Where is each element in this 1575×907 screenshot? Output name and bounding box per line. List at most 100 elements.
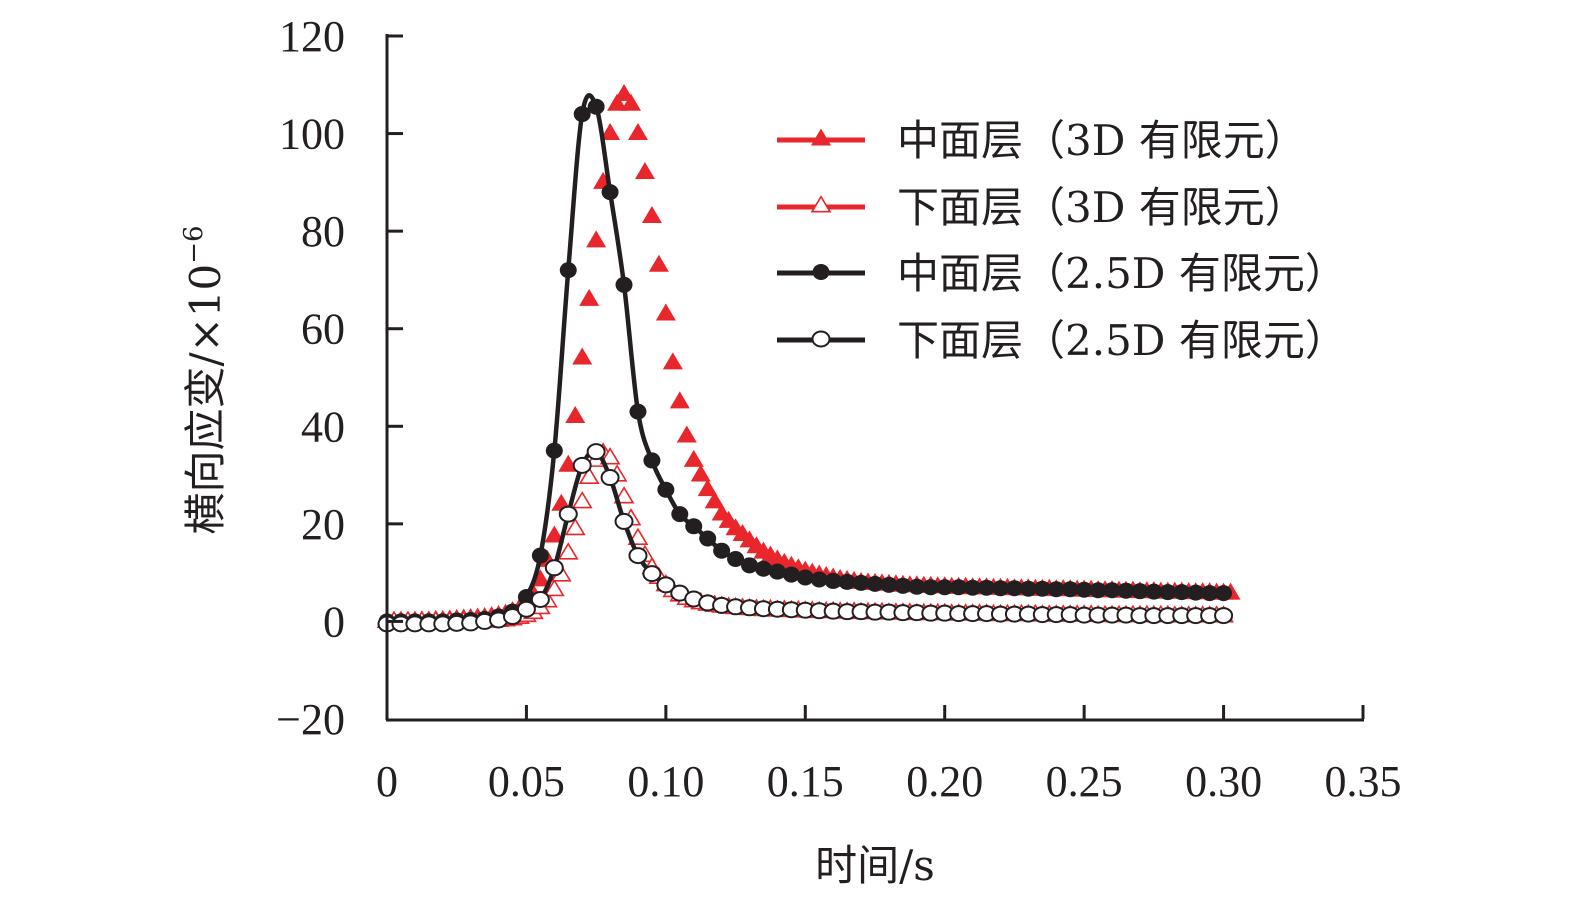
y-tick-label: 0 — [323, 597, 345, 646]
data-point — [662, 352, 683, 370]
data-point — [642, 565, 662, 583]
data-point — [564, 517, 586, 536]
data-point — [1215, 585, 1233, 602]
data-point — [685, 518, 703, 535]
data-point — [699, 530, 717, 547]
legend-item: 中面层（3D 有限元） — [777, 116, 1307, 165]
y-ticks: −20 0 20 40 60 80 100 120 — [276, 12, 403, 744]
data-point — [629, 403, 647, 420]
x-tick-label: 0.25 — [1046, 757, 1123, 806]
data-point — [1089, 582, 1107, 599]
data-point — [1005, 580, 1023, 597]
data-point — [600, 469, 620, 487]
data-point — [601, 184, 619, 201]
data-point — [676, 425, 697, 443]
data-point — [824, 572, 842, 589]
series-1 — [376, 442, 1234, 628]
data-point — [796, 569, 814, 586]
data-point — [627, 123, 648, 141]
x-tick-label: 0 — [376, 757, 398, 806]
data-point — [704, 491, 725, 509]
x-ticks: 0 0.05 0.10 0.15 0.20 0.25 0.30 0.35 — [376, 705, 1402, 806]
y-axis-title-text: 横向应变/×10 — [181, 264, 230, 535]
data-point — [530, 590, 550, 608]
data-point — [565, 405, 586, 423]
data-point — [599, 447, 621, 465]
data-point — [657, 481, 675, 498]
data-point — [600, 123, 621, 141]
data-point — [587, 98, 605, 115]
x-tick-label: 0.05 — [488, 757, 565, 806]
legend-label: 下面层（3D 有限元） — [897, 183, 1307, 232]
legend-marker — [810, 195, 832, 213]
data-point — [1061, 581, 1079, 598]
y-tick-label: 20 — [301, 500, 345, 549]
x-tick-label: 0.30 — [1185, 757, 1262, 806]
data-point — [978, 579, 996, 596]
plot-area — [376, 84, 1241, 633]
y-tick-label: 40 — [301, 402, 345, 451]
data-point — [586, 443, 606, 461]
data-point — [1145, 583, 1163, 600]
series-layer — [376, 84, 1241, 633]
data-point — [741, 557, 759, 574]
data-point — [614, 512, 634, 530]
data-point — [614, 84, 635, 102]
data-point — [727, 550, 745, 567]
y-tick-label: −20 — [276, 695, 345, 744]
data-point — [621, 93, 641, 111]
legend-item: 中面层（2.5D 有限元） — [777, 249, 1347, 298]
data-point — [648, 254, 669, 272]
data-point — [964, 579, 982, 596]
data-point — [697, 479, 718, 497]
data-point — [1019, 580, 1037, 597]
data-point — [643, 452, 661, 469]
x-tick-label: 0.20 — [906, 757, 983, 806]
data-point — [782, 566, 800, 583]
data-point — [683, 449, 704, 467]
data-point — [656, 576, 676, 594]
data-point — [586, 230, 607, 248]
data-point — [1047, 581, 1065, 598]
legend-label: 下面层（2.5D 有限元） — [897, 316, 1347, 365]
data-point — [531, 547, 549, 564]
data-point — [641, 205, 662, 223]
data-point — [768, 563, 786, 580]
legend-marker — [811, 128, 831, 146]
y-tick-label: 80 — [301, 207, 345, 256]
y-tick-label: 100 — [279, 110, 345, 159]
legend: 中面层（3D 有限元） 下面层（3D 有限元） 中面层（2.5D 有限元） 下面层（2… — [777, 116, 1347, 365]
data-point — [950, 579, 968, 596]
data-point — [559, 262, 577, 279]
data-point — [852, 574, 870, 591]
series-3 — [377, 443, 1234, 633]
data-point — [1117, 582, 1135, 599]
data-point — [572, 456, 592, 474]
data-point — [1033, 580, 1051, 597]
data-point — [713, 542, 731, 559]
data-point — [690, 464, 711, 482]
data-point — [1075, 581, 1093, 598]
data-point — [1159, 584, 1177, 601]
y-tick-label: 120 — [279, 12, 345, 61]
svg-text:横向应变/×10−6: 横向应变/×10−6 — [179, 225, 230, 534]
legend-label: 中面层（3D 有限元） — [897, 116, 1307, 165]
data-point — [838, 573, 856, 590]
data-point — [502, 608, 522, 626]
data-point — [1173, 584, 1191, 601]
data-point — [1103, 582, 1121, 599]
x-axis-title: 时间/s — [815, 841, 935, 890]
data-point — [557, 542, 579, 560]
data-point — [1131, 583, 1149, 600]
data-point — [615, 276, 633, 293]
data-point — [578, 466, 600, 485]
data-point — [936, 579, 954, 596]
axes: −20 0 20 40 60 80 100 120 0 0.05 0.10 0.15 0.20 0.25… — [276, 12, 1401, 806]
data-point — [894, 577, 912, 594]
data-point — [671, 506, 689, 523]
data-point — [628, 547, 648, 565]
data-point — [573, 106, 591, 123]
legend-item: 下面层（3D 有限元） — [777, 183, 1307, 232]
data-point — [810, 571, 828, 588]
